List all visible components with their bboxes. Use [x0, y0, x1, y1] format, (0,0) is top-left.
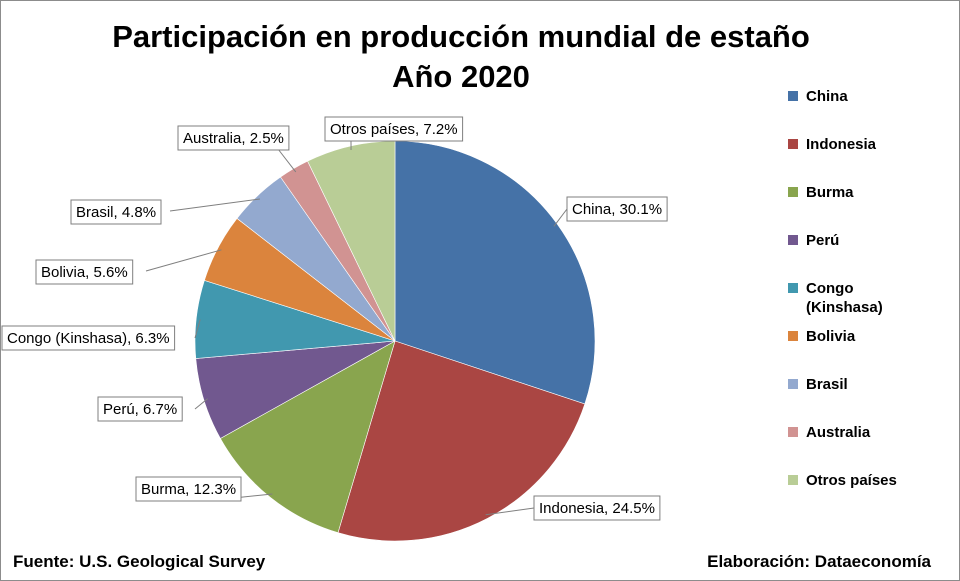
legend-swatch	[788, 187, 798, 197]
data-label-connector	[145, 249, 222, 272]
data-label-connector	[277, 148, 297, 173]
legend-item-bolivia: Bolivia	[788, 327, 855, 346]
data-label-box	[177, 125, 290, 151]
data-label-australia: Australia, 2.5%	[177, 125, 290, 151]
data-label-otros-pa-ses: Otros países, 7.2%	[324, 116, 464, 142]
legend-label: Perú	[806, 232, 840, 249]
data-label-congo-kinshasa: Congo (Kinshasa), 6.3%	[1, 325, 176, 351]
chart-subtitle: Año 2020	[392, 59, 530, 94]
legend-item-australia: Australia	[788, 423, 870, 442]
data-label-connector	[194, 319, 201, 339]
legend-label: Otros países	[806, 472, 897, 489]
legend-item-china: China	[788, 87, 848, 106]
legend-swatch	[788, 283, 798, 293]
legend-label: Bolivia	[806, 328, 856, 345]
data-label-connector	[194, 398, 208, 410]
data-label-text: China, 30.1%	[572, 201, 662, 218]
data-label-box	[324, 116, 464, 142]
data-label-brasil: Brasil, 4.8%	[70, 199, 162, 225]
legend-swatch	[788, 235, 798, 245]
data-label-box	[1, 325, 176, 351]
data-label-box	[35, 259, 134, 285]
data-label-burma: Burma, 12.3%	[135, 476, 242, 502]
data-label-text: Australia, 2.5%	[183, 130, 284, 147]
legend-label: Congo (Kinshasa)	[806, 280, 883, 316]
legend-swatch	[788, 427, 798, 437]
data-label-box	[97, 396, 183, 422]
data-label-text: Perú, 6.7%	[103, 401, 177, 418]
legend-label: Australia	[806, 424, 871, 441]
data-label-per: Perú, 6.7%	[97, 396, 183, 422]
data-label-text: Otros países, 7.2%	[330, 121, 458, 138]
data-label-box	[566, 196, 668, 222]
pie-slice-china	[394, 140, 596, 405]
legend-item-otros-paises: Otros países	[788, 471, 897, 490]
legend-label: Indonesia	[806, 136, 877, 153]
chart-title: Participación en producción mundial de e…	[112, 19, 810, 54]
legend-swatch	[788, 475, 798, 485]
data-label-bolivia: Bolivia, 5.6%	[35, 259, 134, 285]
data-label-connector	[553, 208, 568, 227]
data-label-text: Congo (Kinshasa), 6.3%	[7, 330, 170, 347]
data-label-connector	[485, 507, 535, 516]
data-label-china: China, 30.1%	[566, 196, 668, 222]
legend-label: Burma	[806, 184, 854, 201]
data-label-box	[533, 495, 661, 521]
legend-label: Brasil	[806, 376, 848, 393]
data-label-text: Burma, 12.3%	[141, 481, 236, 498]
legend-item-brasil: Brasil	[788, 375, 848, 394]
data-label-text: Indonesia, 24.5%	[539, 500, 655, 517]
legend-item-peru: Perú	[788, 231, 839, 250]
legend-swatch	[788, 379, 798, 389]
pie-slice-indonesia	[337, 340, 586, 542]
legend-swatch	[788, 91, 798, 101]
data-label-connector	[169, 198, 260, 212]
source-footer: Fuente: U.S. Geological Survey	[13, 552, 266, 571]
data-label-indonesia: Indonesia, 24.5%	[533, 495, 661, 521]
data-label-box	[135, 476, 242, 502]
legend-swatch	[788, 139, 798, 149]
legend-swatch	[788, 331, 798, 341]
legend-label: China	[806, 88, 848, 105]
legend-item-congo: Congo (Kinshasa)	[788, 279, 921, 317]
pie-slice-burma	[219, 340, 396, 534]
data-label-text: Brasil, 4.8%	[76, 204, 156, 221]
credit-footer: Elaboración: Dataeconomía	[707, 552, 931, 571]
data-label-box	[70, 199, 162, 225]
legend-item-burma: Burma	[788, 183, 854, 202]
legend-item-indonesia: Indonesia	[788, 135, 876, 154]
data-label-text: Bolivia, 5.6%	[41, 264, 128, 281]
